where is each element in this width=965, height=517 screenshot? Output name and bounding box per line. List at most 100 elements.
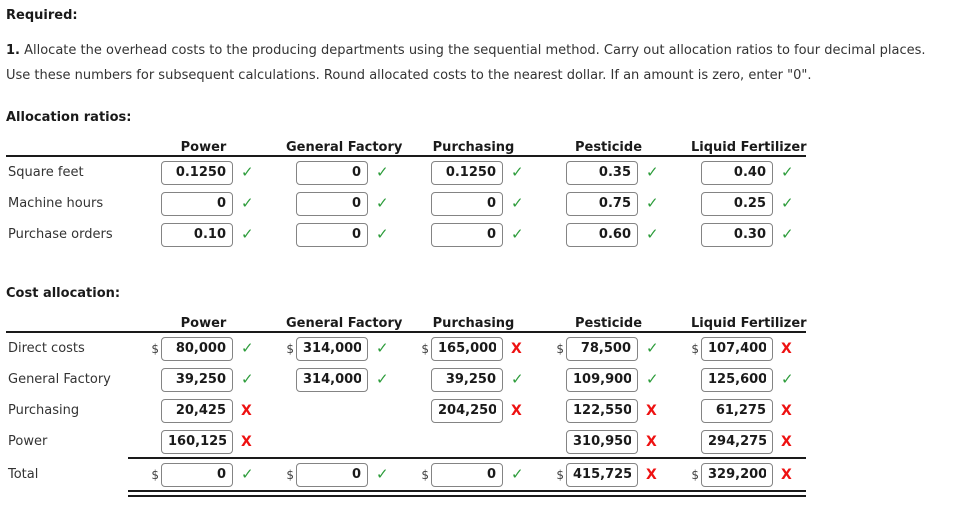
cost-allocation-title: Cost allocation:: [6, 286, 121, 301]
currency-symbol: $: [691, 467, 699, 482]
incorrect-mark-icon: X: [511, 402, 522, 419]
correct-mark-icon: ✓: [646, 194, 659, 212]
ratio-cell: ✓: [421, 160, 556, 185]
ratio-input[interactable]: [566, 222, 638, 247]
amount-input[interactable]: [701, 367, 773, 392]
amount-input[interactable]: [161, 429, 233, 454]
ratio-cell: ✓: [691, 191, 826, 216]
ratio-cell: ✓: [286, 191, 421, 216]
ratio-input[interactable]: [296, 160, 368, 185]
ratio-input[interactable]: [701, 191, 773, 216]
amount-input[interactable]: [431, 462, 503, 487]
amount-input[interactable]: [566, 429, 638, 454]
correct-mark-icon: ✓: [241, 163, 254, 181]
incorrect-mark-icon: X: [781, 433, 792, 450]
incorrect-mark-icon: X: [646, 433, 657, 450]
ratio-col-liquid-fertilizer: Liquid Fertilizer: [691, 140, 807, 155]
correct-mark-icon: ✓: [241, 225, 254, 243]
ratio-cell: ✓: [556, 191, 691, 216]
correct-mark-icon: ✓: [646, 339, 659, 357]
row-label: General Factory: [8, 372, 111, 387]
row-label: Total: [8, 467, 39, 482]
correct-mark-icon: ✓: [781, 163, 794, 181]
ratio-input[interactable]: [701, 160, 773, 185]
ratio-cell: ✓: [421, 191, 556, 216]
currency-symbol: $: [151, 467, 159, 482]
currency-symbol: $: [556, 341, 564, 356]
amount-input[interactable]: [296, 367, 368, 392]
ratio-col-pesticide: Pesticide: [574, 140, 643, 155]
ratio-cell: ✓: [421, 222, 556, 247]
currency-symbol: $: [691, 341, 699, 356]
total-row-top-rule: [128, 457, 806, 459]
correct-mark-icon: ✓: [511, 465, 524, 483]
ratio-input[interactable]: [431, 191, 503, 216]
cost-col-pesticide: Pesticide: [574, 316, 643, 331]
currency-symbol: $: [556, 467, 564, 482]
correct-mark-icon: ✓: [376, 225, 389, 243]
row-label: Machine hours: [8, 196, 104, 211]
amount-input[interactable]: [161, 367, 233, 392]
cost-col-liquid-fertilizer: Liquid Fertilizer: [691, 316, 807, 331]
cost-col-power: Power: [180, 316, 227, 331]
ratio-header-row: Power General Factory Purchasing Pestici…: [6, 136, 955, 155]
ratio-input[interactable]: [431, 160, 503, 185]
amount-input[interactable]: [566, 462, 638, 487]
correct-mark-icon: ✓: [646, 370, 659, 388]
amount-input[interactable]: [566, 398, 638, 423]
ratio-cell: ✓: [151, 222, 286, 247]
amount-input[interactable]: [296, 462, 368, 487]
cost-cell: $ X: [556, 462, 691, 487]
amount-input[interactable]: [161, 398, 233, 423]
correct-mark-icon: ✓: [376, 194, 389, 212]
ratio-input[interactable]: [161, 191, 233, 216]
cost-col-general-factory: General Factory: [286, 316, 403, 331]
ratio-cell: ✓: [286, 160, 421, 185]
incorrect-mark-icon: X: [511, 340, 522, 357]
cost-cell: $ ✓: [286, 462, 421, 487]
ratio-input[interactable]: [566, 191, 638, 216]
amount-input[interactable]: [161, 336, 233, 361]
amount-input[interactable]: [566, 336, 638, 361]
ratio-input[interactable]: [431, 222, 503, 247]
ratio-col-general-factory: General Factory: [286, 140, 403, 155]
correct-mark-icon: ✓: [241, 465, 254, 483]
cost-col-purchasing: Purchasing: [432, 316, 515, 331]
correct-mark-icon: ✓: [376, 339, 389, 357]
incorrect-mark-icon: X: [646, 466, 657, 483]
ratio-col-power: Power: [180, 140, 227, 155]
row-label: Square feet: [8, 165, 84, 180]
ratio-input[interactable]: [161, 160, 233, 185]
correct-mark-icon: ✓: [781, 194, 794, 212]
cost-cell: X: [691, 429, 826, 454]
instruction-paragraph: 1. Allocate the overhead costs to the pr…: [6, 38, 940, 88]
cost-row-total: Total $ ✓ $ ✓ $ ✓ $ X $: [6, 459, 955, 490]
ratio-input[interactable]: [701, 222, 773, 247]
ratio-input[interactable]: [161, 222, 233, 247]
ratio-cell: ✓: [151, 160, 286, 185]
ratio-cell: ✓: [151, 191, 286, 216]
amount-input[interactable]: [701, 429, 773, 454]
ratio-input[interactable]: [566, 160, 638, 185]
cost-cell: ✓: [691, 367, 826, 392]
amount-input[interactable]: [431, 336, 503, 361]
correct-mark-icon: ✓: [241, 339, 254, 357]
amount-input[interactable]: [701, 336, 773, 361]
correct-mark-icon: ✓: [511, 225, 524, 243]
amount-input[interactable]: [701, 462, 773, 487]
cost-cell: $ X: [691, 462, 826, 487]
amount-input[interactable]: [296, 336, 368, 361]
ratio-table-top-rule: [6, 155, 806, 157]
cost-allocation-table: Power General Factory Purchasing Pestici…: [6, 312, 955, 497]
amount-input[interactable]: [161, 462, 233, 487]
amount-input[interactable]: [566, 367, 638, 392]
amount-input[interactable]: [701, 398, 773, 423]
amount-input[interactable]: [431, 398, 503, 423]
ratio-input[interactable]: [296, 191, 368, 216]
correct-mark-icon: ✓: [241, 370, 254, 388]
amount-input[interactable]: [431, 367, 503, 392]
ratio-cell: ✓: [286, 222, 421, 247]
cost-cell: $ ✓: [151, 462, 286, 487]
correct-mark-icon: ✓: [376, 370, 389, 388]
ratio-input[interactable]: [296, 222, 368, 247]
